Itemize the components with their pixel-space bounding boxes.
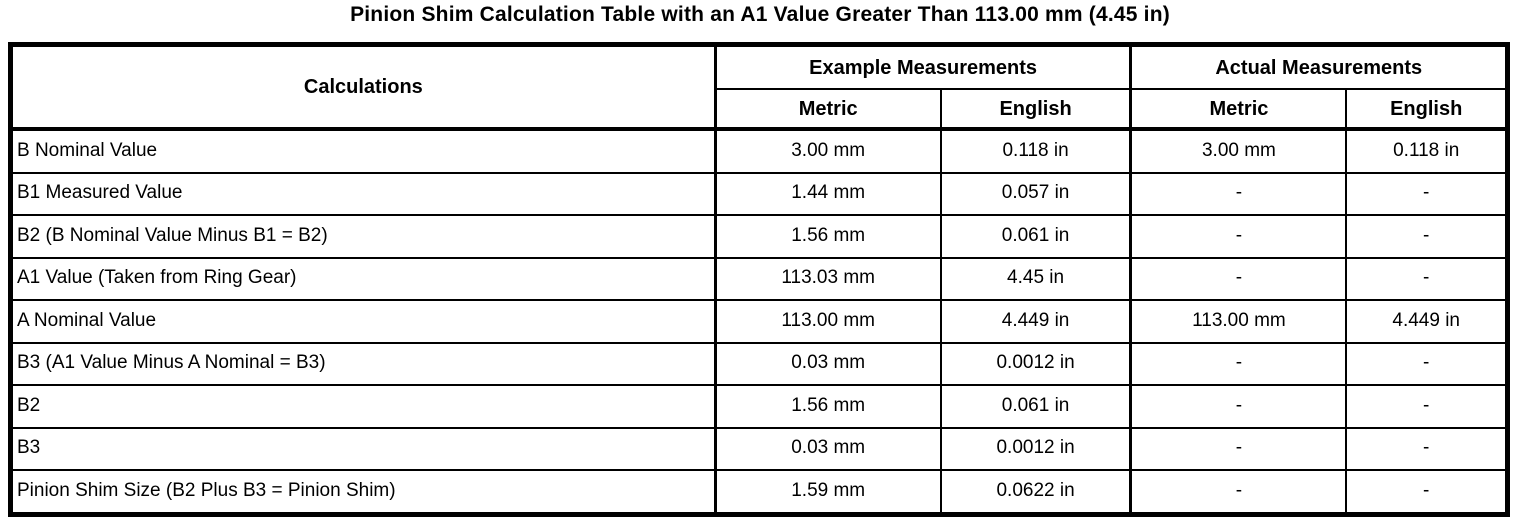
example-english-cell: 0.0012 in: [939, 426, 1132, 471]
actual-english-cell: -: [1345, 341, 1509, 386]
example-english-cell: 0.118 in: [939, 128, 1132, 174]
table-body: B Nominal Value 3.00 mm 0.118 in 3.00 mm…: [9, 128, 1509, 515]
actual-metric-cell: -: [1129, 426, 1348, 471]
table-row: B2 1.56 mm 0.061 in - -: [9, 384, 1509, 429]
example-english-cell: 4.45 in: [939, 256, 1132, 301]
column-group-example-measurements: Example Measurements: [713, 43, 1132, 90]
page-title: Pinion Shim Calculation Table with an A1…: [350, 3, 1170, 26]
column-header-example-english: English: [939, 88, 1132, 130]
example-english-cell: 0.0622 in: [939, 469, 1132, 515]
table-header: Calculations Example Measurements Actual…: [9, 43, 1509, 130]
example-english-cell: 0.057 in: [939, 171, 1132, 216]
actual-english-cell: -: [1345, 384, 1509, 429]
example-metric-cell: 1.56 mm: [713, 214, 942, 259]
example-metric-cell: 113.00 mm: [713, 299, 942, 344]
example-metric-cell: 0.03 mm: [713, 341, 942, 386]
table-row: B2 (B Nominal Value Minus B1 = B2) 1.56 …: [9, 214, 1509, 259]
column-header-example-metric: Metric: [713, 88, 942, 130]
row-label-cell: B2: [9, 384, 717, 429]
header-group-row: Calculations Example Measurements Actual…: [9, 43, 1509, 130]
example-metric-cell: 113.03 mm: [713, 256, 942, 301]
row-label-cell: B2 (B Nominal Value Minus B1 = B2): [9, 214, 717, 259]
row-label-cell: B Nominal Value: [9, 128, 717, 174]
actual-english-cell: -: [1345, 426, 1509, 471]
actual-metric-cell: -: [1129, 171, 1348, 216]
actual-english-cell: -: [1345, 171, 1509, 216]
example-english-cell: 0.0012 in: [939, 341, 1132, 386]
example-metric-cell: 1.44 mm: [713, 171, 942, 216]
actual-metric-cell: 3.00 mm: [1129, 128, 1348, 174]
table-row: B3 (A1 Value Minus A Nominal = B3) 0.03 …: [9, 341, 1509, 386]
actual-metric-cell: -: [1129, 341, 1348, 386]
column-header-actual-metric: Metric: [1129, 88, 1348, 130]
row-label-cell: Pinion Shim Size (B2 Plus B3 = Pinion Sh…: [9, 469, 717, 515]
table-row: B1 Measured Value 1.44 mm 0.057 in - -: [9, 171, 1509, 216]
row-label-cell: B3: [9, 426, 717, 471]
table-row: A1 Value (Taken from Ring Gear) 113.03 m…: [9, 256, 1509, 301]
example-metric-cell: 1.59 mm: [713, 469, 942, 515]
row-label-cell: A1 Value (Taken from Ring Gear): [9, 256, 717, 301]
example-english-cell: 0.061 in: [939, 214, 1132, 259]
actual-english-cell: 4.449 in: [1345, 299, 1509, 344]
example-english-cell: 0.061 in: [939, 384, 1132, 429]
actual-english-cell: -: [1345, 256, 1509, 301]
header-unit-row: Metric English Metric English: [11, 88, 1509, 130]
actual-metric-cell: -: [1129, 384, 1348, 429]
actual-metric-cell: -: [1129, 214, 1348, 259]
actual-english-cell: -: [1345, 469, 1509, 515]
row-label-cell: B3 (A1 Value Minus A Nominal = B3): [9, 341, 717, 386]
row-label-cell: B1 Measured Value: [9, 171, 717, 216]
pinion-shim-calculation-table: Calculations Example Measurements Actual…: [8, 42, 1510, 517]
column-header-calculations: Calculations: [9, 43, 717, 130]
example-english-cell: 4.449 in: [939, 299, 1132, 344]
example-metric-cell: 1.56 mm: [713, 384, 942, 429]
table-row: B Nominal Value 3.00 mm 0.118 in 3.00 mm…: [9, 128, 1509, 174]
actual-metric-cell: 113.00 mm: [1129, 299, 1348, 344]
table-row: B3 0.03 mm 0.0012 in - -: [9, 426, 1509, 471]
actual-english-cell: -: [1345, 214, 1509, 259]
column-header-actual-english: English: [1345, 88, 1509, 130]
example-metric-cell: 3.00 mm: [713, 128, 942, 174]
actual-english-cell: 0.118 in: [1345, 128, 1509, 174]
row-label-cell: A Nominal Value: [9, 299, 717, 344]
actual-metric-cell: -: [1129, 256, 1348, 301]
table-row: A Nominal Value 113.00 mm 4.449 in 113.0…: [9, 299, 1509, 344]
actual-metric-cell: -: [1129, 469, 1348, 515]
table-row: Pinion Shim Size (B2 Plus B3 = Pinion Sh…: [9, 469, 1509, 515]
example-metric-cell: 0.03 mm: [713, 426, 942, 471]
column-group-actual-measurements: Actual Measurements: [1129, 43, 1509, 90]
